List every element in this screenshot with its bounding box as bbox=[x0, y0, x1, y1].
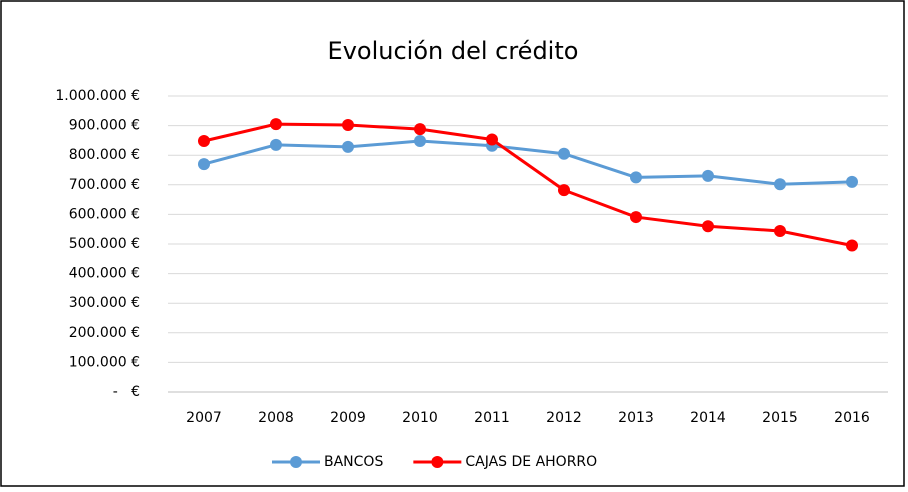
data-point bbox=[558, 147, 570, 160]
data-point bbox=[270, 118, 282, 131]
data-point bbox=[198, 134, 210, 147]
x-tick-label: 2013 bbox=[618, 410, 654, 426]
y-tick-label: - € bbox=[113, 384, 140, 400]
data-point bbox=[270, 138, 282, 151]
data-point bbox=[558, 184, 570, 197]
y-tick-label: 500.000 € bbox=[69, 236, 140, 252]
x-tick-label: 2015 bbox=[762, 410, 798, 426]
y-tick-label: 800.000 € bbox=[69, 147, 140, 163]
data-point bbox=[486, 133, 498, 146]
x-tick-label: 2016 bbox=[834, 410, 870, 426]
data-point bbox=[414, 123, 426, 136]
x-tick-label: 2014 bbox=[690, 410, 726, 426]
y-tick-label: 100.000 € bbox=[69, 354, 140, 370]
series-line bbox=[203, 122, 853, 247]
data-point bbox=[342, 119, 354, 132]
data-point bbox=[774, 178, 786, 191]
x-tick-label: 2010 bbox=[402, 410, 438, 426]
y-tick-label: 600.000 € bbox=[69, 206, 140, 222]
legend-label: BANCOS bbox=[324, 454, 383, 470]
x-tick-label: 2008 bbox=[258, 410, 294, 426]
data-point bbox=[774, 224, 786, 237]
y-tick-label: 700.000 € bbox=[69, 177, 140, 193]
legend-marker bbox=[431, 456, 444, 468]
y-tick-label: 200.000 € bbox=[69, 325, 140, 341]
data-point bbox=[702, 169, 714, 182]
y-tick-label: 300.000 € bbox=[69, 295, 140, 311]
data-point bbox=[846, 175, 858, 188]
y-tick-label: 900.000 € bbox=[69, 118, 140, 134]
y-tick-label: 400.000 € bbox=[69, 266, 140, 282]
data-point bbox=[414, 134, 426, 147]
series-line bbox=[203, 139, 853, 186]
y-tick-label: 1.000.000 € bbox=[55, 88, 140, 104]
legend-label: CAJAS DE AHORRO bbox=[465, 454, 597, 470]
legend-marker bbox=[290, 456, 302, 468]
x-tick-label: 2007 bbox=[186, 410, 222, 426]
data-point bbox=[630, 211, 642, 224]
chart-title: Evolución del crédito bbox=[328, 37, 579, 65]
data-point bbox=[630, 171, 642, 184]
data-point bbox=[342, 140, 354, 153]
x-tick-label: 2009 bbox=[330, 410, 366, 426]
x-tick-label: 2011 bbox=[474, 410, 510, 426]
data-point bbox=[846, 239, 858, 252]
data-point bbox=[198, 158, 210, 171]
data-point bbox=[702, 220, 714, 233]
x-tick-label: 2012 bbox=[546, 410, 582, 426]
